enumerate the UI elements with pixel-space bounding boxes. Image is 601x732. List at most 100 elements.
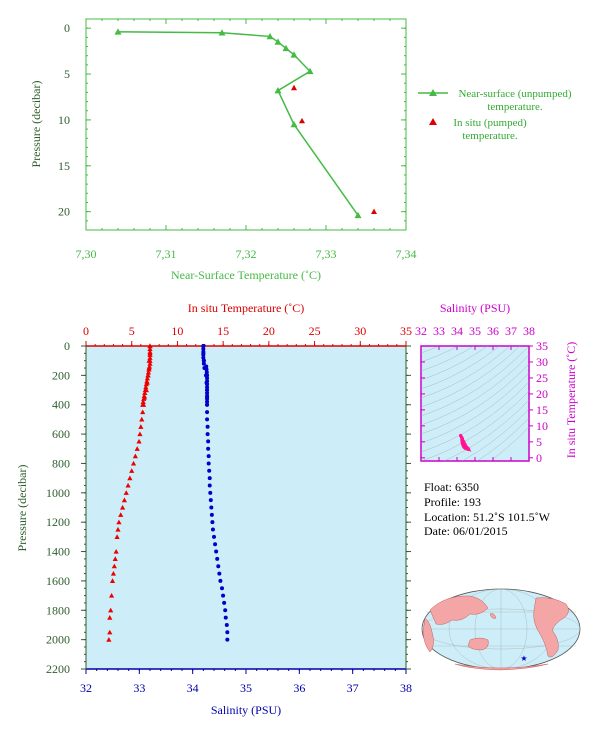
temperature-point <box>147 361 153 366</box>
in-situ-point <box>371 208 377 215</box>
salinity-point <box>204 364 209 369</box>
salinity-point <box>205 393 210 398</box>
ts-point <box>465 445 469 449</box>
salinity-point <box>204 367 209 372</box>
map-land-antarctica <box>454 663 549 671</box>
salinity-point <box>212 534 216 539</box>
pressure-tick-label: 1000 <box>46 486 70 500</box>
ts-temperature-tick-label: 35 <box>536 339 548 353</box>
salinity-point <box>205 382 210 387</box>
temperature-tick-label: 25 <box>309 324 321 338</box>
legend-marker-near-surface <box>429 89 437 96</box>
top-x-tick-label: 7,31 <box>156 247 177 261</box>
temperature-point <box>108 607 114 613</box>
pressure-tick-label: 2200 <box>46 662 70 676</box>
ts-salinity-tick-label: 33 <box>433 324 445 338</box>
temperature-point <box>146 366 152 372</box>
salinity-point <box>218 578 223 583</box>
temperature-point <box>144 375 150 381</box>
temperature-point <box>139 416 145 422</box>
temperature-point <box>115 526 121 532</box>
temperature-point <box>137 431 143 437</box>
top-x-tick-label: 7,33 <box>316 247 337 261</box>
temperature-tick-label: 10 <box>171 324 183 338</box>
legend-label-in-situ: In situ (pumped) temperature. <box>453 117 527 142</box>
temperature-tick-label: 30 <box>354 324 366 338</box>
salinity-point <box>205 388 210 393</box>
temperature-point <box>147 358 153 363</box>
salinity-point <box>201 352 206 357</box>
temperature-axis-label: In situ Temperature (˚C) <box>188 301 305 315</box>
pressure-tick-label: 1400 <box>46 545 70 559</box>
pressure-tick-label: 1200 <box>46 515 70 529</box>
location-map: ★ <box>421 588 581 671</box>
salinity-point <box>225 637 230 642</box>
temperature-point <box>145 372 151 378</box>
salinity-point <box>209 512 214 517</box>
top-x-tick-label: 7,30 <box>76 247 97 261</box>
temperature-tick-label: 5 <box>129 324 135 338</box>
float-info-profile: Profile: 193 <box>424 495 481 510</box>
salinity-point <box>208 498 213 503</box>
pressure-tick-label: 800 <box>52 456 70 470</box>
temperature-point <box>147 346 153 352</box>
salinity-tick-label: 38 <box>400 681 412 695</box>
map-land-americas <box>533 597 569 658</box>
ts-salinity-tick-label: 36 <box>487 324 499 338</box>
pressure-tick-label: 2000 <box>46 633 70 647</box>
temperature-point <box>114 534 120 539</box>
float-value: 6350 <box>455 480 480 494</box>
salinity-point <box>201 349 206 354</box>
temperature-point <box>140 402 146 407</box>
pressure-tick-label: 200 <box>52 368 70 382</box>
salinity-point <box>214 549 219 554</box>
salinity-point <box>205 424 210 429</box>
salinity-point <box>206 461 211 466</box>
temperature-point <box>138 424 144 429</box>
temperature-point <box>106 637 112 642</box>
temperature-point <box>111 563 117 569</box>
temperature-point <box>107 615 113 620</box>
salinity-point <box>207 468 212 473</box>
salinity-point <box>210 520 215 525</box>
near-surface-chart: 7,30 7,31 7,32 7,33 7,34 0 5 10 15 20 Near-Surfac… <box>29 18 417 282</box>
salinity-point <box>209 505 214 510</box>
temperature-point <box>109 592 115 598</box>
salinity-point <box>206 439 211 444</box>
in-situ-point <box>299 117 305 124</box>
ts-temperature-tick-label: 20 <box>536 387 548 401</box>
salinity-tick-label: 36 <box>293 681 305 695</box>
ts-temperature-tick-label: 25 <box>536 371 548 385</box>
top-chart-y-label: Pressure (decibar) <box>29 81 43 168</box>
near-surface-point <box>290 121 298 128</box>
temperature-point <box>136 438 142 444</box>
salinity-point <box>225 630 230 635</box>
legend-marker-in-situ <box>429 118 437 125</box>
float-info-date: Date: 06/01/2015 <box>424 524 508 539</box>
top-y-tick-label: 5 <box>64 67 70 81</box>
top-x-tick-label: 7,32 <box>236 247 257 261</box>
salinity-tick-label: 37 <box>347 681 359 695</box>
salinity-point <box>213 542 218 547</box>
ts-salinity-tick-label: 37 <box>505 324 517 338</box>
ts-temperature-tick-label: 0 <box>536 451 542 465</box>
salinity-tick-label: 33 <box>133 681 145 695</box>
salinity-point <box>221 593 226 598</box>
date-value: 06/01/2015 <box>453 524 508 538</box>
profile-label: Profile: <box>424 495 460 509</box>
salinity-point <box>224 622 229 627</box>
temperature-point <box>142 390 148 396</box>
salinity-point <box>201 361 206 366</box>
ts-diagram: 32 33 34 35 36 37 38 0 5 10 15 20 25 30 35 Salinity (P… <box>415 301 578 465</box>
ts-temperature-tick-label: 30 <box>536 355 548 369</box>
near-surface-point <box>274 87 282 94</box>
temperature-point <box>142 387 148 393</box>
top-y-tick-label: 0 <box>64 21 70 35</box>
pressure-tick-label: 400 <box>52 398 70 412</box>
near-surface-point <box>114 28 122 35</box>
temperature-point <box>140 399 146 404</box>
salinity-point <box>206 446 211 451</box>
temperature-point <box>125 482 131 488</box>
top-y-tick-label: 20 <box>58 205 70 219</box>
near-surface-point <box>266 32 274 40</box>
